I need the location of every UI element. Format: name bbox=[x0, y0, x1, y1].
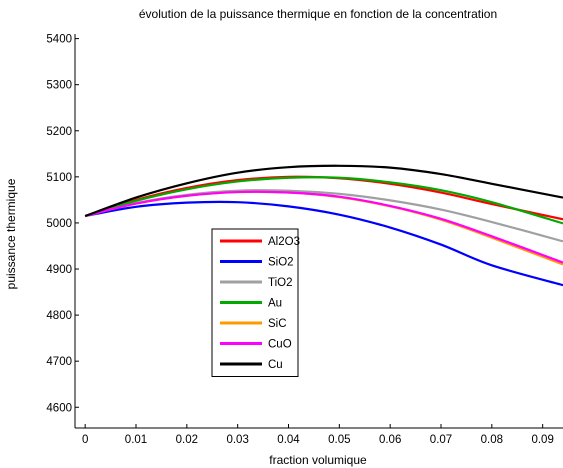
series-line-cu bbox=[84, 164, 563, 218]
x-tick-label: 0.08 bbox=[481, 434, 503, 446]
y-tick-label: 5200 bbox=[46, 126, 72, 138]
x-tick-label: 0.05 bbox=[328, 434, 350, 446]
series-lines bbox=[84, 164, 563, 287]
axes: 0 0.01 0.02 0.03 0.04 0.05 0.06 0.07 0.08 0.09 460… bbox=[46, 34, 563, 446]
x-tick-label: 0.01 bbox=[125, 434, 147, 446]
x-tick-label: 0.09 bbox=[531, 434, 553, 446]
x-tick-label: 0.07 bbox=[430, 434, 452, 446]
legend-label-tio2: TiO2 bbox=[268, 277, 293, 289]
x-axis-title: fraction volumique bbox=[269, 453, 367, 467]
series-line-sio2 bbox=[84, 200, 563, 287]
legend-label-au: Au bbox=[268, 298, 282, 310]
series-line-au bbox=[84, 176, 563, 225]
x-tick-label: 0.06 bbox=[379, 434, 401, 446]
y-tick-label: 5000 bbox=[46, 218, 72, 230]
legend-label-cu: Cu bbox=[268, 359, 283, 371]
y-tick-label: 4600 bbox=[46, 402, 72, 414]
x-tick-label: 0.03 bbox=[226, 434, 248, 446]
x-tick-label: 0.02 bbox=[176, 434, 198, 446]
legend-label-cuo: CuO bbox=[268, 339, 292, 351]
y-axis-title: puissance thermique bbox=[4, 178, 18, 289]
y-tick-label: 4800 bbox=[46, 310, 72, 322]
series-line-cuo bbox=[84, 190, 563, 264]
x-tick-label: 0 bbox=[82, 434, 88, 446]
x-tick-label: 0.04 bbox=[277, 434, 300, 446]
y-tick-label: 4900 bbox=[46, 264, 72, 276]
y-tick-label: 4700 bbox=[46, 356, 72, 368]
legend-label-al2o3: Al2O3 bbox=[268, 236, 300, 248]
y-tick-label: 5300 bbox=[46, 80, 72, 92]
legend-label-sio2: SiO2 bbox=[268, 257, 294, 269]
legend: Al2O3 SiO2 TiO2 Au SiC CuO Cu bbox=[211, 228, 300, 377]
series-line-tio2 bbox=[84, 189, 563, 243]
legend-label-sic: SiC bbox=[268, 318, 287, 330]
chart-title: évolution de la puissance thermique en f… bbox=[139, 7, 497, 21]
y-tick-label: 5400 bbox=[46, 34, 72, 46]
y-tick-label: 5100 bbox=[46, 172, 72, 184]
